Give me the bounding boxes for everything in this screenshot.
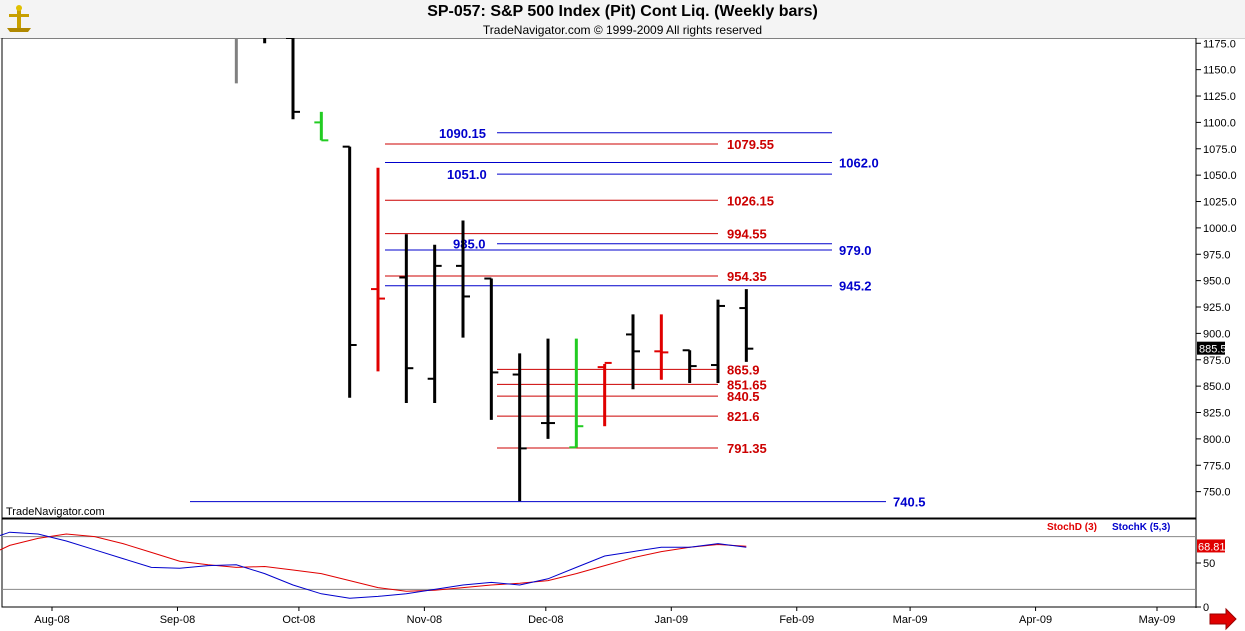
level-label: 954.35: [727, 269, 767, 284]
trade-navigator-logo-icon: [4, 4, 34, 34]
y-tick-label: 1100.0: [1203, 117, 1236, 129]
y-tick-label: 925.0: [1203, 302, 1231, 314]
level-label: 1026.15: [727, 193, 774, 208]
stoch-last-value: 68.81: [1198, 541, 1226, 553]
y-tick-label: 875.0: [1203, 355, 1231, 367]
x-tick-label: Feb-09: [779, 614, 814, 626]
price-chart: TradeNavigator.com 1090.15 1079.55 1062.0 1…: [0, 38, 1237, 631]
y-tick-label: 1000.0: [1203, 223, 1237, 235]
x-tick-label: Sep-08: [160, 614, 195, 626]
last-price-label: 885.5: [1199, 344, 1227, 356]
y-tick-label: 850.0: [1203, 381, 1231, 393]
stoch-y-tick-label: 0: [1203, 602, 1209, 614]
x-tick-label: Jan-09: [654, 614, 688, 626]
x-tick-label: Dec-08: [528, 614, 563, 626]
stoch-series-line: [0, 533, 747, 592]
y-tick-label: 775.0: [1203, 460, 1231, 472]
y-tick-label: 1150.0: [1203, 65, 1236, 77]
watermark-text: TradeNavigator.com: [6, 506, 105, 518]
last-price-box: [1197, 341, 1225, 355]
level-label: 740.5: [893, 495, 926, 510]
x-tick-label: Aug-08: [34, 614, 69, 626]
y-tick-label: 1025.0: [1203, 197, 1237, 209]
level-label: 985.0: [453, 237, 486, 252]
stoch-last-value-box: [1197, 539, 1225, 553]
stoch-series-line: [0, 531, 747, 599]
y-tick-label: 825.0: [1203, 408, 1231, 420]
y-tick-label: 750.0: [1203, 487, 1231, 499]
y-tick-label: 900.0: [1203, 328, 1231, 340]
y-tick-label: 1050.0: [1203, 170, 1237, 182]
level-label: 791.35: [727, 441, 767, 456]
y-tick-label: 1075.0: [1203, 144, 1237, 156]
chart-header: SP-057: S&P 500 Index (Pit) Cont Liq. (W…: [0, 0, 1245, 39]
level-label: 979.0: [839, 243, 872, 258]
level-label: 840.5: [727, 389, 760, 404]
level-label: 821.6: [727, 409, 760, 424]
level-label: 945.2: [839, 279, 872, 294]
scroll-right-arrow-icon[interactable]: [1209, 607, 1237, 631]
x-tick-label: Nov-08: [407, 614, 442, 626]
level-label: 1062.0: [839, 155, 879, 170]
level-label: 865.9: [727, 362, 760, 377]
x-tick-label: May-09: [1139, 614, 1176, 626]
x-tick-label: Oct-08: [282, 614, 315, 626]
y-tick-label: 800.0: [1203, 434, 1231, 446]
stoch-legend-d: StochD (3): [1047, 522, 1097, 533]
level-label: 1051.0: [447, 167, 487, 182]
y-tick-label: 1175.0: [1203, 38, 1236, 50]
y-tick-label: 975.0: [1203, 249, 1231, 261]
level-label: 994.55: [727, 227, 767, 242]
chart-title: SP-057: S&P 500 Index (Pit) Cont Liq. (W…: [427, 3, 818, 20]
level-label: 851.65: [727, 377, 767, 392]
level-label: 1079.55: [727, 137, 774, 152]
stoch-legend-k: StochK (5,3): [1112, 522, 1170, 533]
y-tick-label: 1125.0: [1203, 91, 1236, 103]
y-tick-label: 950.0: [1203, 276, 1231, 288]
x-tick-label: Apr-09: [1019, 614, 1052, 626]
x-tick-label: Mar-09: [893, 614, 928, 626]
copyright-text: TradeNavigator.com © 1999-2009 All right…: [482, 23, 763, 37]
stoch-y-tick-label: 50: [1203, 558, 1215, 570]
level-label: 1090.15: [439, 126, 486, 141]
